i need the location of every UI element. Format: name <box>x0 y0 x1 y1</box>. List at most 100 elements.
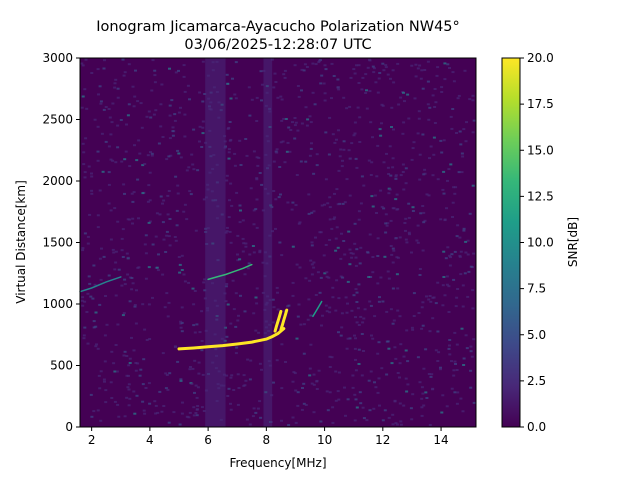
noise-cell <box>389 174 393 177</box>
noise-cell <box>82 337 86 340</box>
noise-cell <box>142 358 146 361</box>
noise-cell <box>467 270 471 273</box>
noise-cell <box>427 298 431 301</box>
noise-cell <box>107 108 111 110</box>
noise-cell <box>339 148 343 151</box>
noise-cell <box>113 86 117 89</box>
noise-cell <box>107 145 111 148</box>
noise-cell <box>84 137 88 140</box>
noise-cell <box>420 306 424 309</box>
noise-cell <box>300 89 303 92</box>
noise-cell <box>109 209 113 212</box>
noise-cell <box>404 349 408 352</box>
noise-cell <box>167 155 171 158</box>
noise-cell <box>244 138 248 140</box>
noise-cell <box>83 300 87 303</box>
noise-cell <box>351 374 355 377</box>
noise-cell <box>456 224 460 227</box>
noise-cell <box>456 97 460 100</box>
noise-cell <box>236 253 239 256</box>
noise-cell <box>344 296 348 299</box>
noise-cell <box>378 72 382 74</box>
noise-cell <box>113 82 117 85</box>
noise-cell <box>410 251 413 254</box>
noise-cell <box>185 415 189 418</box>
noise-cell <box>236 403 240 406</box>
noise-cell <box>389 245 393 247</box>
noise-cell <box>404 217 408 220</box>
noise-cell <box>306 318 310 321</box>
noise-cell <box>332 75 336 77</box>
noise-cell <box>187 281 191 284</box>
heatmap-area <box>79 57 477 428</box>
noise-cell <box>459 143 463 146</box>
noise-cell <box>276 96 280 99</box>
noise-cell <box>440 411 444 414</box>
noise-cell <box>228 139 232 142</box>
noise-cell <box>113 207 117 210</box>
noise-cell <box>445 275 449 278</box>
noise-cell <box>318 59 321 62</box>
noise-cell <box>436 281 440 284</box>
noise-cell <box>376 391 380 394</box>
noise-cell <box>418 178 422 181</box>
noise-cell <box>355 166 359 169</box>
noise-cell <box>159 103 163 106</box>
noise-cell <box>191 287 195 290</box>
noise-cell <box>123 158 127 161</box>
noise-cell <box>176 360 180 363</box>
noise-cell <box>447 168 451 171</box>
noise-cell <box>464 140 468 143</box>
noise-cell <box>469 345 473 348</box>
noise-cell <box>320 74 324 77</box>
noise-cell <box>402 355 406 358</box>
x-tick-label: 6 <box>204 433 212 447</box>
noise-cell <box>413 97 417 100</box>
noise-cell <box>434 349 438 352</box>
noise-cell <box>103 334 107 337</box>
noise-cell <box>410 326 414 329</box>
noise-cell <box>98 387 102 390</box>
noise-cell <box>431 174 435 177</box>
noise-cell <box>298 266 302 269</box>
noise-cell <box>227 151 231 154</box>
noise-cell <box>394 177 398 180</box>
noise-cell <box>179 156 183 159</box>
noise-cell <box>443 218 447 221</box>
noise-cell <box>165 374 169 376</box>
noise-cell <box>460 152 464 155</box>
noise-cell <box>446 63 450 66</box>
noise-cell <box>234 352 238 355</box>
noise-cell <box>376 352 380 355</box>
noise-cell <box>334 309 338 312</box>
noise-cell <box>340 326 344 329</box>
noise-cell <box>272 160 276 163</box>
noise-cell <box>412 141 416 144</box>
noise-cell <box>257 156 261 159</box>
noise-cell <box>196 169 200 172</box>
noise-cell <box>174 239 178 242</box>
noise-cell <box>468 212 472 215</box>
noise-cell <box>144 252 148 255</box>
noise-cell <box>420 414 424 417</box>
noise-cell <box>255 96 259 99</box>
noise-cell <box>104 106 108 108</box>
noise-cell <box>385 310 389 313</box>
noise-cell <box>312 172 316 175</box>
noise-cell <box>195 414 199 417</box>
noise-cell <box>441 284 445 287</box>
noise-cell <box>464 251 468 254</box>
noise-cell <box>376 282 380 285</box>
noise-cell <box>161 352 165 355</box>
noise-cell <box>231 279 235 282</box>
noise-cell <box>383 255 387 258</box>
noise-cell <box>323 64 327 67</box>
noise-cell <box>441 304 445 307</box>
noise-cell <box>428 330 432 333</box>
noise-cell <box>244 379 248 382</box>
noise-cell <box>348 263 352 266</box>
noise-cell <box>128 362 132 364</box>
noise-cell <box>193 391 196 394</box>
noise-cell <box>168 137 172 140</box>
noise-cell <box>395 208 399 211</box>
